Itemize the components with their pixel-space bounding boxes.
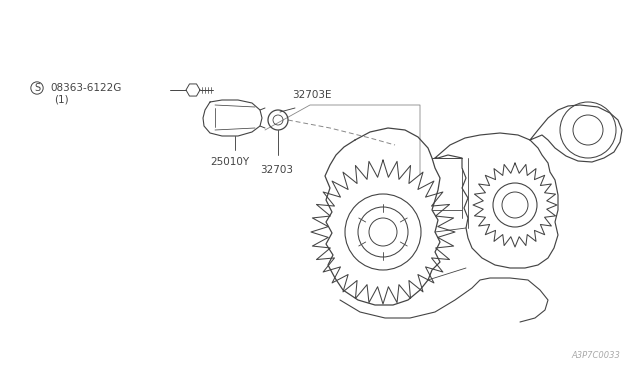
Text: 25010Y: 25010Y [210,157,249,167]
Text: 08363-6122G: 08363-6122G [50,83,122,93]
Text: (1): (1) [54,95,68,105]
Text: 32703E: 32703E [292,90,332,100]
Text: 32703: 32703 [260,165,293,175]
Text: S: S [34,83,40,93]
Text: A3P7C0033: A3P7C0033 [571,350,620,359]
